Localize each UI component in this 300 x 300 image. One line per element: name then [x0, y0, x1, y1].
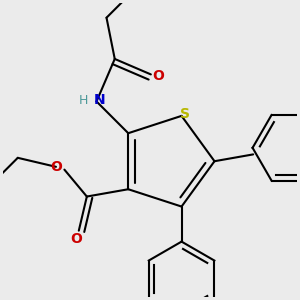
- Text: N: N: [94, 93, 105, 107]
- Text: O: O: [50, 160, 62, 174]
- Text: O: O: [152, 69, 164, 83]
- Text: O: O: [70, 232, 82, 246]
- Text: H: H: [79, 94, 88, 106]
- Text: S: S: [180, 107, 190, 122]
